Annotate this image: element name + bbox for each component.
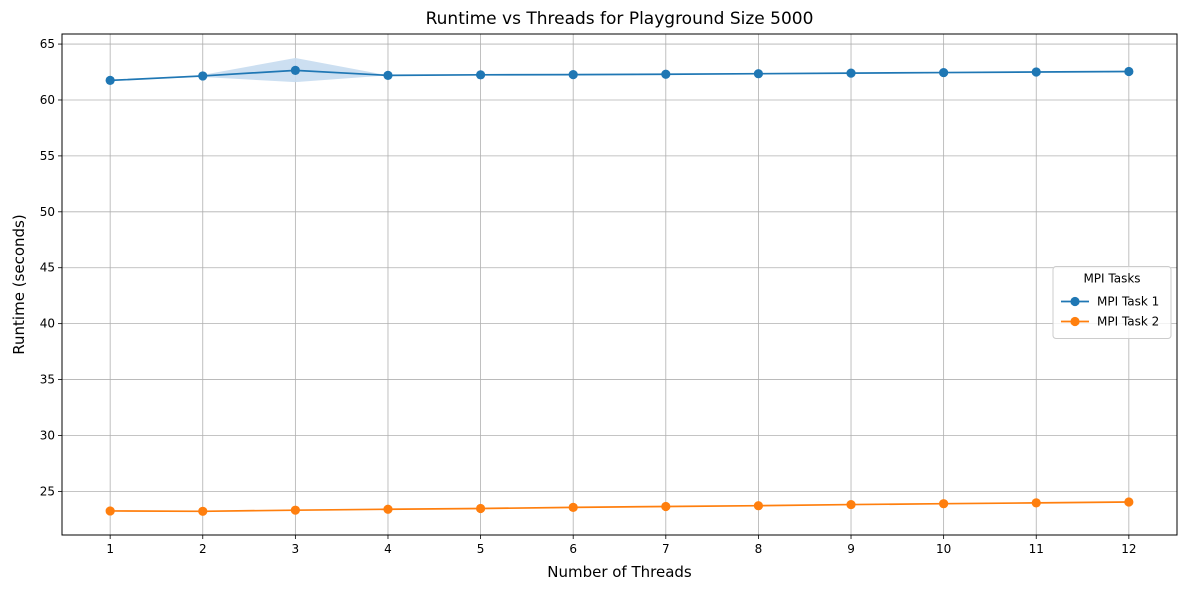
x-tick-label: 6 <box>569 542 577 556</box>
y-tick-label: 35 <box>40 373 55 387</box>
data-point <box>383 504 393 514</box>
series-layer <box>105 65 1134 516</box>
data-point <box>846 499 856 510</box>
data-point <box>1031 498 1041 508</box>
data-point <box>939 67 949 78</box>
data-point <box>198 71 208 81</box>
data-point <box>1031 67 1041 77</box>
confidence-band <box>110 58 1129 83</box>
legend-label: MPI Task 1 <box>1097 295 1159 309</box>
data-point <box>939 499 949 509</box>
legend-entries: MPI Task 1 MPI Task 2 <box>1061 295 1159 329</box>
data-point <box>105 506 115 516</box>
y-tick-label: 65 <box>40 37 55 51</box>
y-axis-title: Runtime (seconds) <box>10 214 28 354</box>
data-point <box>105 75 115 86</box>
data-point <box>753 501 764 511</box>
series-line <box>110 69 1129 82</box>
data-point <box>290 505 300 515</box>
y-tick-label: 60 <box>40 93 55 107</box>
data-point <box>475 70 486 80</box>
x-tick-label: 10 <box>936 542 951 556</box>
data-point <box>475 503 486 514</box>
legend-swatch-marker <box>1070 296 1080 307</box>
data-point <box>661 501 671 512</box>
grid-layer <box>62 34 1177 535</box>
chart-title: Runtime vs Threads for Playground Size 5… <box>426 9 814 29</box>
data-point <box>846 68 856 78</box>
x-tick-label: 12 <box>1121 542 1136 556</box>
x-tick-label: 7 <box>662 542 670 556</box>
data-point <box>568 69 578 80</box>
data-point <box>753 69 764 79</box>
data-point <box>1124 66 1134 77</box>
x-tick-label: 2 <box>199 542 207 556</box>
x-tick-label: 1 <box>106 542 114 556</box>
legend-swatch-marker <box>1070 316 1080 327</box>
series-line <box>110 501 1129 513</box>
x-tick-label: 8 <box>755 542 763 556</box>
band-layer <box>110 58 1129 83</box>
legend-label: MPI Task 2 <box>1097 315 1159 329</box>
legend-title: MPI Tasks <box>1083 272 1140 286</box>
y-tick-label: 55 <box>40 149 55 163</box>
legend: MPI Tasks MPI Task 1 MPI Task 2 <box>1052 266 1172 339</box>
y-tick-label: 30 <box>40 428 55 442</box>
data-point <box>198 506 208 516</box>
x-tick-label: 11 <box>1029 542 1044 556</box>
y-tick-label: 45 <box>40 261 55 275</box>
x-tick-label: 9 <box>847 542 855 556</box>
y-tick-label: 50 <box>40 205 55 219</box>
data-point <box>1124 497 1134 507</box>
x-tick-label: 3 <box>292 542 300 556</box>
legend-box <box>1052 266 1172 339</box>
data-point <box>290 65 300 75</box>
y-tick-label: 40 <box>40 317 55 331</box>
x-axis-title: Number of Threads <box>547 563 692 581</box>
y-tick-label: 25 <box>40 484 55 498</box>
data-point <box>568 502 578 512</box>
plot-frame <box>61 33 1178 536</box>
x-tick-label: 5 <box>477 542 485 556</box>
x-tick-label: 4 <box>384 542 392 556</box>
data-point <box>661 69 671 79</box>
data-point <box>383 70 393 80</box>
